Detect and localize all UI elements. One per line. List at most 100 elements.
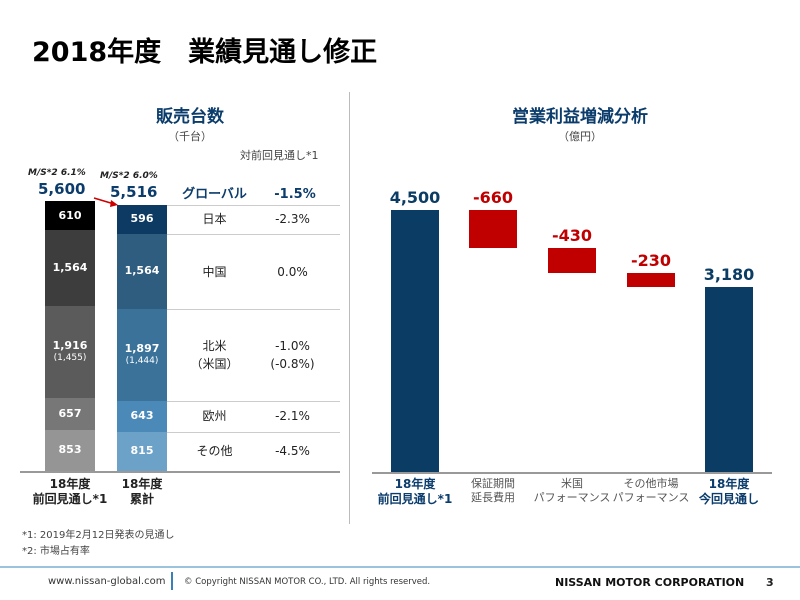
- change-value: -2.1%: [275, 409, 310, 424]
- waterfall-value: -230: [630, 251, 672, 271]
- waterfall-value: 4,500: [389, 188, 441, 207]
- change-value: -4.5%: [275, 444, 310, 459]
- footer-rule: [0, 566, 800, 568]
- cur-segment: 1,897 (1,444): [117, 309, 167, 401]
- waterfall-category: その他市場 パフォーマンス: [606, 477, 696, 505]
- cur-label: 18年度 累計: [97, 477, 187, 507]
- footer-company: NISSAN MOTOR CORPORATION: [555, 576, 745, 589]
- table-row-global: グローバル: [182, 187, 247, 203]
- region-name: 北米: [202, 338, 227, 353]
- prev-segment-label: 1,564: [52, 260, 88, 274]
- category-line-2: 今回見通し: [698, 492, 759, 506]
- baseline: [20, 471, 340, 473]
- footnotes: *1: 2019年2月12日発表の見通し *2: 市場占有率: [22, 528, 174, 560]
- footnote-2: *2: 市場占有率: [22, 546, 90, 557]
- table-change: -2.1%: [245, 407, 340, 425]
- category-line-2: パフォーマンス: [612, 490, 690, 504]
- table-rule: [167, 205, 340, 207]
- waterfall-bar: [391, 210, 439, 472]
- prev-label-2: 前回見通し*1: [32, 492, 108, 506]
- category-line-1: 18年度: [708, 477, 750, 491]
- cur-segment-label: 815: [130, 444, 154, 458]
- footer-url[interactable]: www.nissan-global.com: [48, 576, 166, 587]
- table-change: -2.3%: [245, 210, 340, 228]
- cur-segment-label: 1,564: [124, 264, 160, 278]
- prev-label-1: 18年度: [49, 477, 91, 491]
- prev-label: 18年度 前回見通し*1: [25, 477, 115, 507]
- prev-segment: 1,916 (1,455): [45, 305, 95, 399]
- waterfall-bar: [469, 210, 517, 249]
- table-rule: [167, 233, 340, 235]
- footer-divider: [171, 572, 173, 590]
- table-rule: [167, 309, 340, 311]
- cur-stacked-bar: 596 1,564 1,897 (1,444) 643 815: [117, 205, 167, 471]
- sales-unit: （千台）: [168, 130, 212, 143]
- waterfall-bar: [705, 286, 753, 472]
- footnote-1: *1: 2019年2月12日発表の見通し: [22, 530, 175, 541]
- waterfall-value: -430: [551, 226, 593, 246]
- table-rule: [167, 400, 340, 402]
- prev-segment-label: 853: [58, 443, 82, 457]
- change-value-sub: (-0.8%): [270, 356, 315, 371]
- arrow-icon: [93, 197, 118, 207]
- prev-market-share: M/S*2 6.1%: [28, 168, 86, 178]
- prev-segment-label: 1,916: [52, 339, 88, 352]
- prev-segment-label: 610: [58, 208, 82, 222]
- cur-market-share: M/S*2 6.0%: [100, 171, 158, 181]
- cur-segment: 815: [117, 431, 167, 471]
- prev-total: 5,600: [38, 180, 86, 198]
- waterfall-value: 3,180: [703, 264, 755, 284]
- table-change: -1.0% (-0.8%): [245, 337, 340, 373]
- waterfall-bar: [548, 248, 596, 274]
- table-change: -4.5%: [245, 442, 340, 460]
- category-line-2: 前回見通し*1: [377, 492, 453, 506]
- category-line-2: パフォーマンス: [533, 490, 611, 504]
- category-line-1: その他市場: [623, 477, 679, 490]
- profit-heading: 営業利益増減分析: [512, 107, 648, 127]
- cur-total: 5,516: [110, 183, 158, 201]
- change-value: -2.3%: [275, 212, 310, 227]
- page-number: 3: [766, 576, 774, 589]
- prev-segment-sublabel: (1,455): [53, 353, 87, 364]
- prev-segment: 610: [45, 201, 95, 231]
- table-region: 欧州: [167, 407, 262, 425]
- cur-segment-label: 596: [130, 212, 154, 226]
- cur-label-1: 18年度: [121, 477, 163, 491]
- waterfall-category: 米国 パフォーマンス: [527, 477, 617, 505]
- sales-heading: 販売台数: [156, 107, 224, 127]
- cur-segment: 596: [117, 205, 167, 234]
- change-value: 0.0%: [277, 264, 308, 279]
- cur-label-2: 累計: [129, 492, 154, 506]
- table-region: 中国: [167, 263, 262, 281]
- category-line-1: 18年度: [394, 477, 436, 491]
- cur-segment: 643: [117, 400, 167, 432]
- waterfall-category: 保証期間 延長費用: [448, 477, 538, 505]
- cur-segment: 1,564: [117, 233, 167, 310]
- waterfall-value: -660: [472, 188, 514, 207]
- region-name: 欧州: [202, 409, 227, 424]
- table-region: その他: [167, 442, 262, 460]
- prev-segment: 1,564: [45, 230, 95, 306]
- waterfall-category: 18年度 前回見通し*1: [370, 477, 460, 507]
- divider: [349, 92, 350, 524]
- category-line-2: 延長費用: [471, 490, 515, 504]
- region-name-sub: （米国）: [190, 356, 239, 371]
- region-name: 中国: [202, 264, 227, 279]
- region-name: 日本: [202, 212, 227, 227]
- cur-segment-label: 643: [130, 409, 154, 423]
- table-rule: [167, 431, 340, 433]
- change-value: -1.0%: [275, 338, 310, 353]
- waterfall-category: 18年度 今回見通し: [684, 477, 774, 507]
- table-region: 日本: [167, 210, 262, 228]
- prev-segment: 657: [45, 398, 95, 430]
- cur-segment-label: 1,897: [124, 341, 160, 355]
- region-name: その他: [196, 444, 233, 459]
- prev-segment: 853: [45, 429, 95, 471]
- footer-copyright: © Copyright NISSAN MOTOR CO., LTD. All r…: [184, 577, 431, 587]
- table-change-global: -1.5%: [274, 187, 316, 203]
- table-change: 0.0%: [245, 263, 340, 281]
- prev-segment-label: 657: [58, 406, 82, 420]
- profit-unit: （億円）: [558, 130, 602, 143]
- table-region: 北米 （米国）: [167, 337, 262, 373]
- category-line-1: 米国: [561, 477, 583, 490]
